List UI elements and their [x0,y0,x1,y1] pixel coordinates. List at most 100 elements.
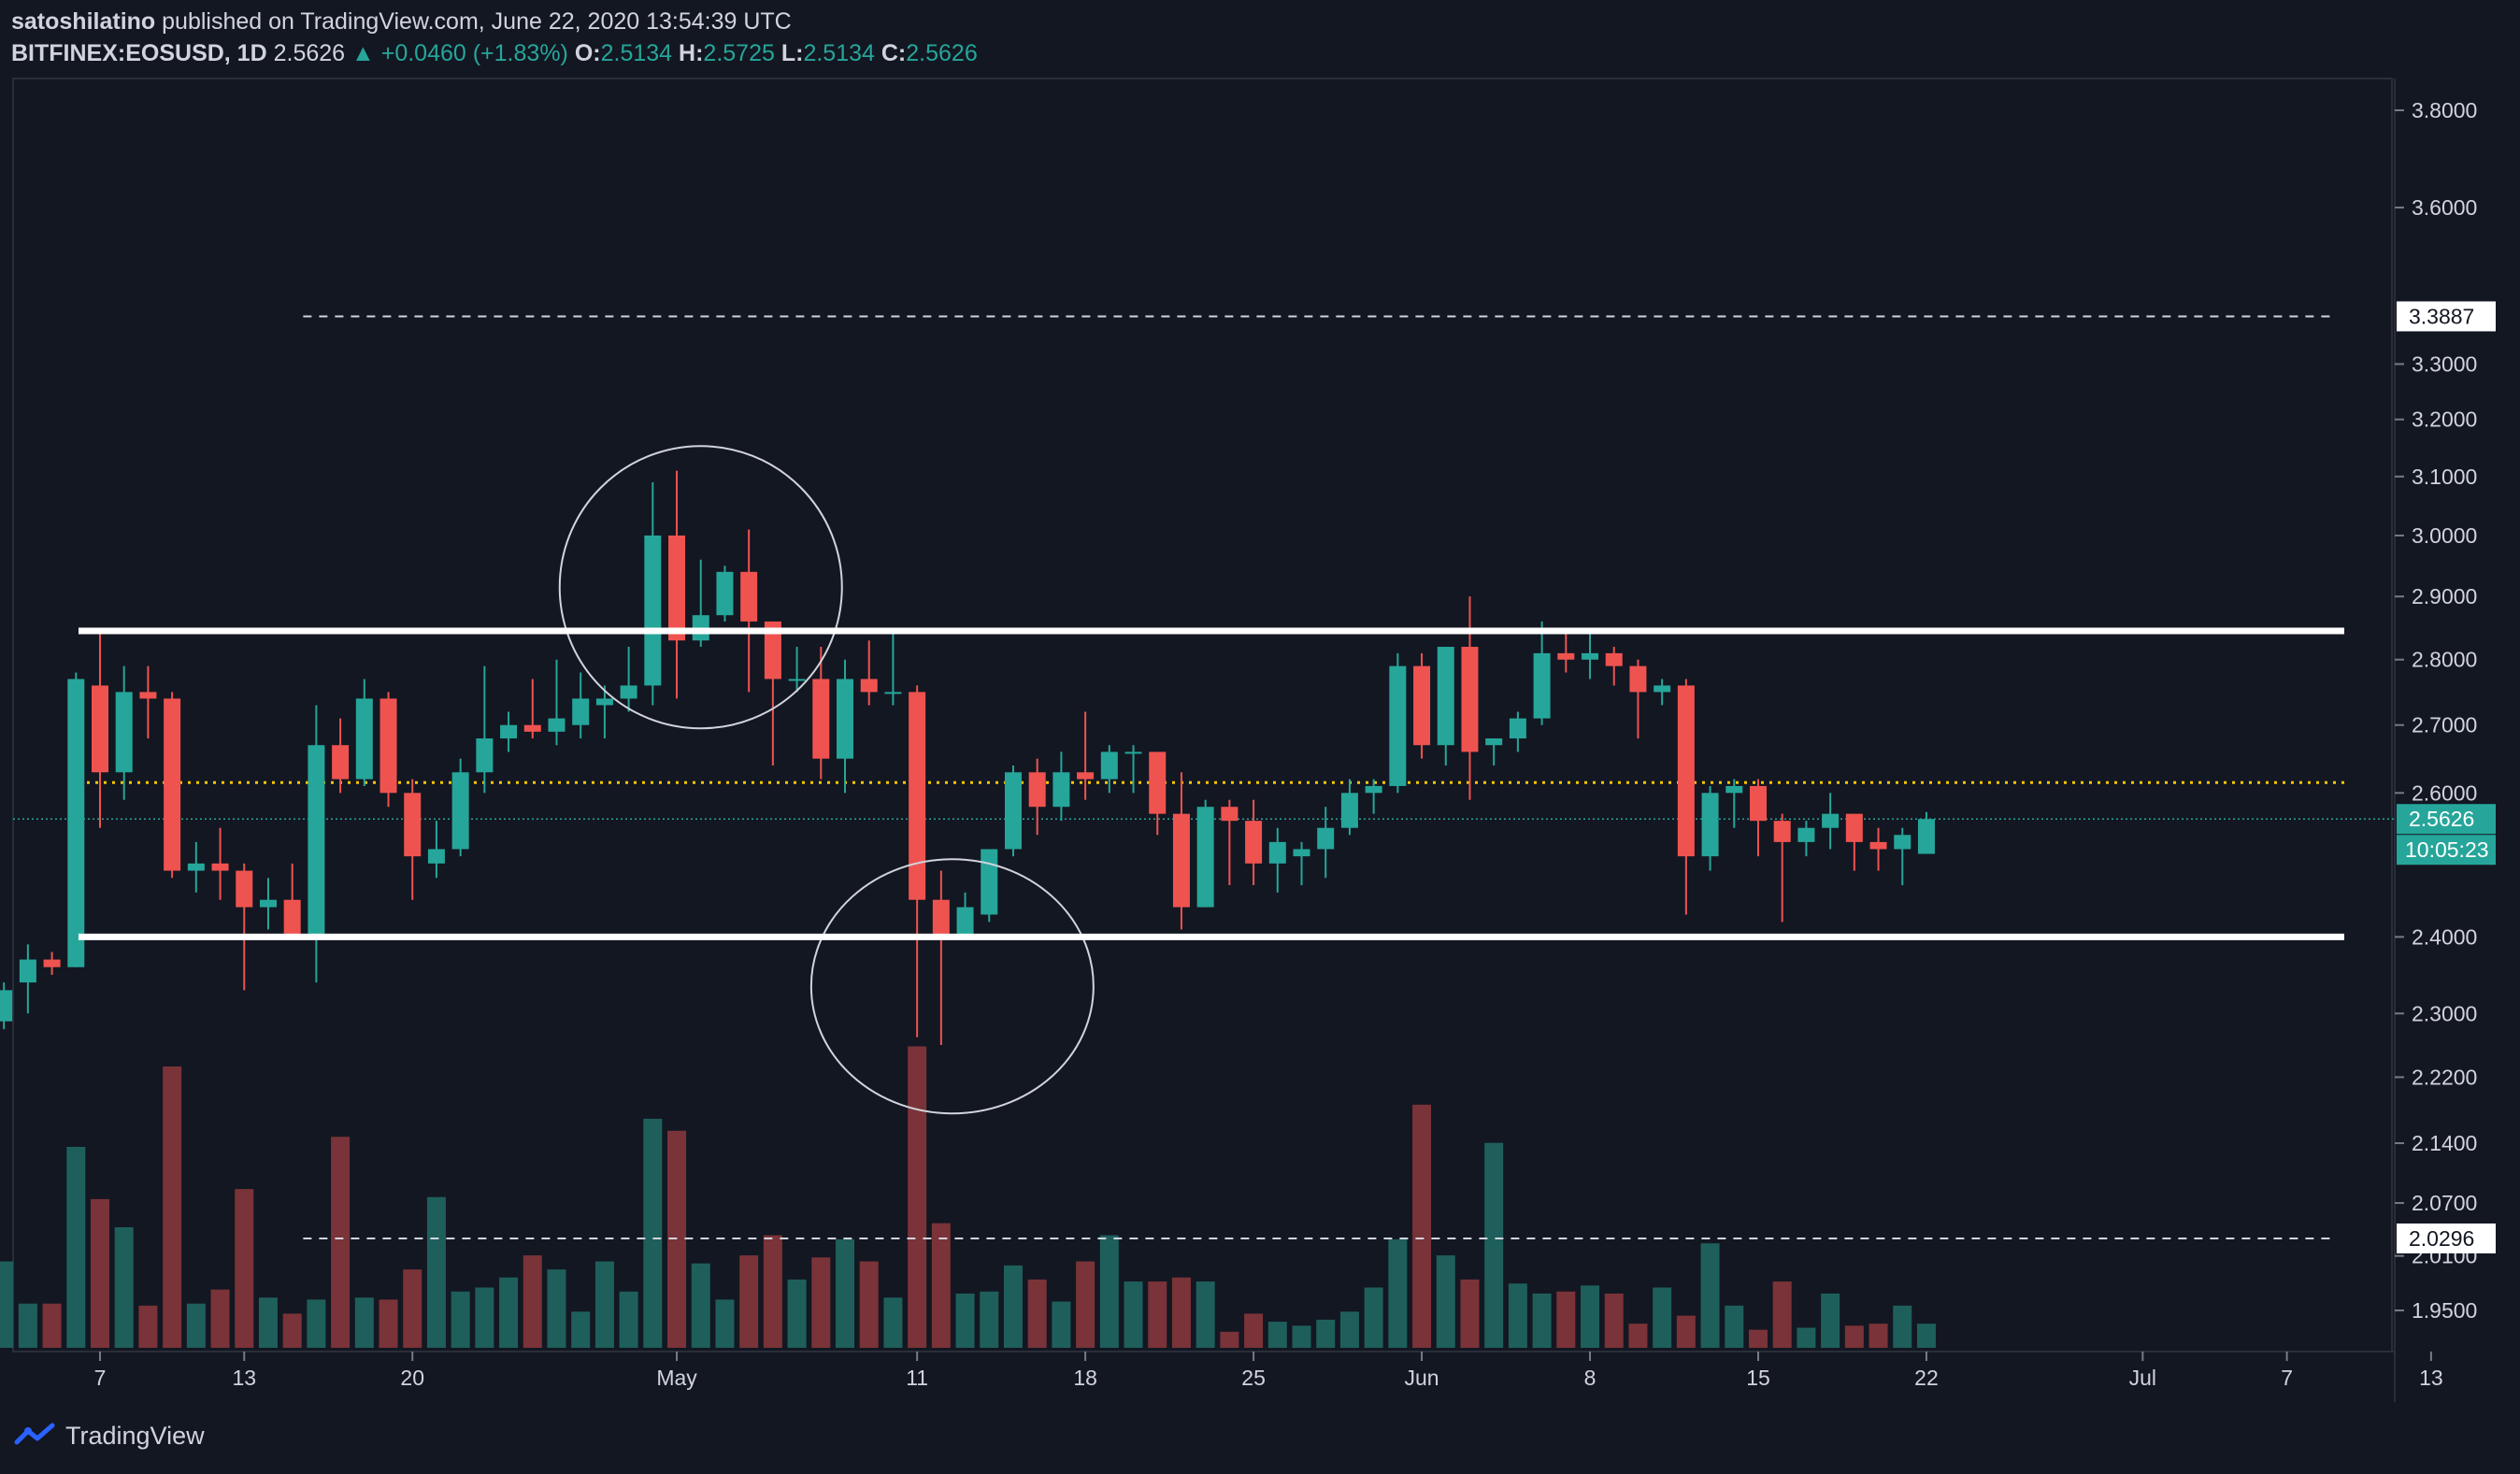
candle-body [1533,652,1551,719]
volume-bar [763,1235,782,1348]
candle-body [19,959,36,983]
candle-body [1437,647,1454,746]
price-label-text: 3.3887 [2409,304,2474,328]
candle-body [1677,685,1695,857]
last-price: 2.5626 [273,40,346,66]
volume-bar [1412,1104,1432,1348]
price-change: ▲ +0.0460 (+1.83%) [351,40,568,66]
time-tick-label: 25 [1241,1366,1266,1390]
volume-bar [499,1277,519,1348]
volume-bar [715,1299,735,1348]
volume-bar [186,1303,206,1348]
price-tick-label: 3.6000 [2412,195,2477,220]
candle-body [1077,772,1095,780]
price-tick-label: 2.1400 [2412,1131,2477,1155]
time-tick-label: 7 [2281,1366,2293,1390]
volume-bar [859,1261,879,1348]
volume-bar [523,1255,542,1348]
price-tick-label: 2.7000 [2412,713,2477,737]
volume-bar [354,1297,374,1348]
volume-bar [331,1137,351,1348]
price-tick-label: 2.3000 [2412,1001,2477,1025]
candle-body [1340,793,1358,828]
volume-bar [1581,1285,1600,1348]
volume-bar [1316,1319,1336,1348]
candle-body [308,745,325,937]
volume-bar [1844,1325,1864,1348]
candle-body [523,724,541,732]
symbol-label[interactable]: BITFINEX:EOSUSD, 1D [11,40,267,66]
volume-layer [0,1046,1936,1348]
time-axis[interactable]: 7 13 20 May 11 18 25 Jun 8 15 22 Jul 7 13 [94,1352,2443,1390]
open-value: 2.5134 [600,40,673,66]
volume-bar [42,1303,62,1348]
volume-bar [643,1118,663,1348]
candle-body [1124,751,1142,754]
volume-bar [1364,1287,1383,1348]
candle-body [164,698,181,871]
candle-body [355,698,373,780]
candle-body [1509,718,1526,739]
published-text: published on TradingView.com, June 22, 2… [162,8,792,35]
volume-bar [1339,1311,1359,1348]
candle-body [1268,841,1286,864]
candle-body [1917,819,1935,854]
price-label-box [2397,804,2496,835]
time-tick-label: May [656,1366,697,1390]
candle-body [139,692,157,699]
volume-bar [739,1255,759,1348]
candle-body [1654,685,1671,693]
volume-bar [475,1287,494,1348]
volume-bar [1388,1238,1408,1348]
volume-bar [1725,1305,1744,1348]
low-label: L: [780,40,804,66]
volume-bar [571,1311,591,1348]
volume-bar [1916,1324,1936,1348]
volume-bar [1821,1293,1840,1348]
volume-bar [1171,1277,1191,1348]
volume-bar [1676,1315,1696,1348]
volume-bar [1267,1322,1287,1348]
volume-bar [163,1066,182,1348]
candle-body [259,899,277,908]
volume-bar [1556,1291,1576,1348]
candle-body [379,698,397,794]
candle-body [1052,772,1070,808]
price-label-text: 2.0296 [2409,1226,2474,1251]
candle-body [548,718,566,732]
candle-body [884,692,902,694]
candle-body [211,863,229,871]
volume-bar [1124,1281,1143,1348]
candle-body [932,899,950,937]
candle-body [1293,849,1310,857]
volume-bar [1220,1331,1239,1348]
annotation-layer [79,445,2344,1115]
volume-bar [1196,1281,1215,1348]
publish-header: satoshilatino published on TradingView.c… [11,6,792,37]
price-axis[interactable]: 3.8000 3.6000 3.3000 3.2000 3.1000 3.0000 2.90… [2395,98,2496,1323]
volume-bar [1244,1313,1264,1348]
close-label: C: [881,40,907,66]
candle-body [115,692,133,773]
candle-body [620,685,637,699]
candle-body [956,907,974,937]
candle-body [1797,827,1815,842]
price-tick-label: 2.9000 [2412,584,2477,608]
volume-bar [1772,1281,1792,1348]
time-tick-label: 22 [1914,1366,1939,1390]
tradingview-footer[interactable]: TradingView [13,1415,205,1456]
candle-body [572,698,590,725]
volume-bar [1484,1142,1504,1348]
candle-body [1582,652,1599,660]
candle-body [1725,785,1743,794]
countdown-box [2397,835,2496,866]
volume-bar [235,1189,254,1348]
candle-body [860,679,878,693]
countdown-label: 10:05:23 [2405,837,2489,862]
price-tick-label: 3.2000 [2412,408,2477,432]
author-name[interactable]: satoshilatino [11,8,156,35]
volume-bar [1003,1265,1023,1348]
candle-body [0,990,13,1022]
